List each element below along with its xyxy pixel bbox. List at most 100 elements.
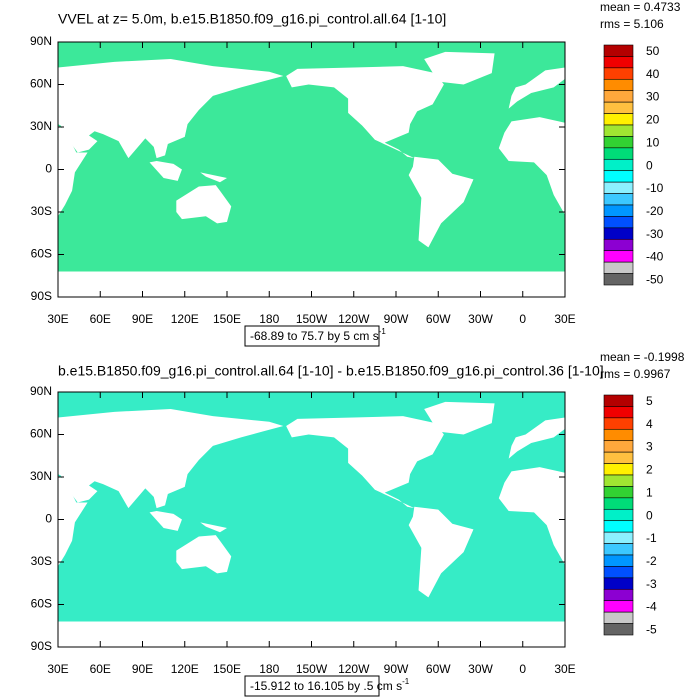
- map-panel: mean = 0.4733 rms = 5.106 VVEL at z= 5.0m,…: [30, 0, 681, 347]
- colorbar-swatch: [603, 216, 634, 229]
- colorbar-swatch: [603, 406, 634, 419]
- colorbar-label: -1: [646, 531, 657, 545]
- lat-label: 90N: [30, 34, 52, 48]
- lon-label: 30E: [554, 662, 575, 676]
- colorbar-label: -50: [646, 273, 664, 287]
- colorbar-label: -2: [646, 554, 657, 568]
- colorbar-swatch: [603, 451, 634, 464]
- colorbar-swatch: [603, 417, 634, 430]
- land-mask: [149, 511, 182, 531]
- lat-label: 30N: [30, 119, 52, 133]
- lat-label: 60S: [31, 597, 52, 611]
- lon-label: 30E: [47, 662, 68, 676]
- colorbar-label: 40: [646, 67, 660, 81]
- lon-label: 120E: [171, 312, 199, 326]
- lat-label: 30N: [30, 469, 52, 483]
- plot-title: b.e15.B1850.f09_g16.pi_control.all.64 [1…: [58, 363, 604, 379]
- lon-label: 90E: [132, 312, 153, 326]
- land-mask: [408, 156, 474, 248]
- colorbar-swatch: [603, 611, 634, 624]
- colorbar-label: -5: [646, 623, 657, 637]
- lon-label: 150W: [296, 312, 328, 326]
- mean-text: mean = -0.1998: [600, 350, 685, 364]
- colorbar-swatch: [603, 124, 634, 137]
- colorbar-label: 5: [646, 394, 653, 408]
- lon-label: 120W: [338, 662, 370, 676]
- info-main: -68.89 to 75.7 by 5 cm s: [250, 329, 379, 343]
- colorbar-swatch: [603, 238, 634, 252]
- colorbar-swatch: [603, 90, 634, 103]
- colorbar-swatch: [603, 56, 634, 69]
- colorbar-label: 30: [646, 90, 660, 104]
- lat-label: 60S: [31, 247, 52, 261]
- colorbar-swatch: [603, 394, 634, 407]
- plot-title: VVEL at z= 5.0m, b.e15.B1850.f09_g16.pi_…: [58, 11, 446, 27]
- colorbar-swatch: [603, 204, 634, 217]
- lat-label: 30S: [31, 554, 52, 568]
- info-box: [244, 675, 380, 697]
- lon-label: 180: [259, 662, 279, 676]
- lat-label: 60N: [30, 77, 52, 91]
- lon-label: 150E: [213, 312, 241, 326]
- colorbar-swatch: [603, 78, 634, 92]
- lon-label: 150E: [213, 662, 241, 676]
- lon-label: 30E: [554, 312, 575, 326]
- colorbar-swatch: [603, 497, 634, 510]
- info-main: -15.912 to 16.105 by .5 cm s: [250, 679, 402, 693]
- lon-label: 90W: [384, 312, 409, 326]
- land-mask: [286, 66, 444, 159]
- land-mask: [58, 475, 88, 567]
- colorbar-swatch: [603, 67, 634, 80]
- land-mask: [176, 185, 232, 224]
- colorbar-swatch: [603, 543, 634, 556]
- colorbar-swatch: [603, 440, 634, 453]
- lon-label: 90E: [132, 662, 153, 676]
- colorbar-swatch: [603, 520, 634, 533]
- colorbar-label: -40: [646, 250, 664, 264]
- lat-label: 90S: [31, 639, 52, 653]
- lon-label: 150W: [296, 662, 328, 676]
- colorbar-label: 0: [646, 508, 653, 522]
- land-mask: [408, 506, 474, 598]
- lon-label: 30E: [47, 312, 68, 326]
- mean-text: mean = 0.4733: [600, 0, 681, 14]
- colorbar-swatch: [603, 623, 634, 636]
- colorbar-swatch: [603, 147, 634, 160]
- colorbar-label: 10: [646, 135, 660, 149]
- info-superscript: -1: [379, 327, 387, 336]
- colorbar-swatch: [603, 113, 634, 126]
- land-mask: [424, 51, 495, 85]
- colorbar-label: 50: [646, 44, 660, 58]
- lon-label: 60W: [426, 312, 451, 326]
- colorbar-label: 1: [646, 485, 653, 499]
- lon-label: 120W: [338, 312, 370, 326]
- info-text: -68.89 to 75.7 by 5 cm s-1: [250, 327, 386, 343]
- lon-label: 60E: [90, 662, 111, 676]
- lat-label: 90S: [31, 289, 52, 303]
- colorbar-swatch: [603, 193, 634, 206]
- colorbar-swatch: [603, 428, 634, 442]
- lon-label: 60W: [426, 662, 451, 676]
- lat-label: 0: [45, 512, 52, 526]
- colorbar-swatch: [603, 531, 634, 544]
- colorbar-label: -3: [646, 577, 657, 591]
- colorbar-label: -30: [646, 227, 664, 241]
- land-mask: [498, 117, 565, 215]
- colorbar-label: 3: [646, 440, 653, 454]
- lat-label: 90N: [30, 384, 52, 398]
- land-mask: [498, 467, 565, 565]
- info-box: [244, 325, 380, 347]
- land-mask: [424, 401, 495, 435]
- land-mask: [149, 161, 182, 181]
- colorbar-label: -20: [646, 204, 664, 218]
- lon-label: 0: [519, 662, 526, 676]
- land-mask: [176, 535, 232, 574]
- lon-label: 180: [259, 312, 279, 326]
- land-mask: [200, 522, 227, 533]
- colorbar-label: 4: [646, 417, 653, 431]
- colorbar-swatch: [603, 250, 634, 263]
- lon-label: 30W: [468, 662, 493, 676]
- colorbar-swatch: [603, 577, 634, 590]
- colorbar-swatch: [603, 273, 634, 286]
